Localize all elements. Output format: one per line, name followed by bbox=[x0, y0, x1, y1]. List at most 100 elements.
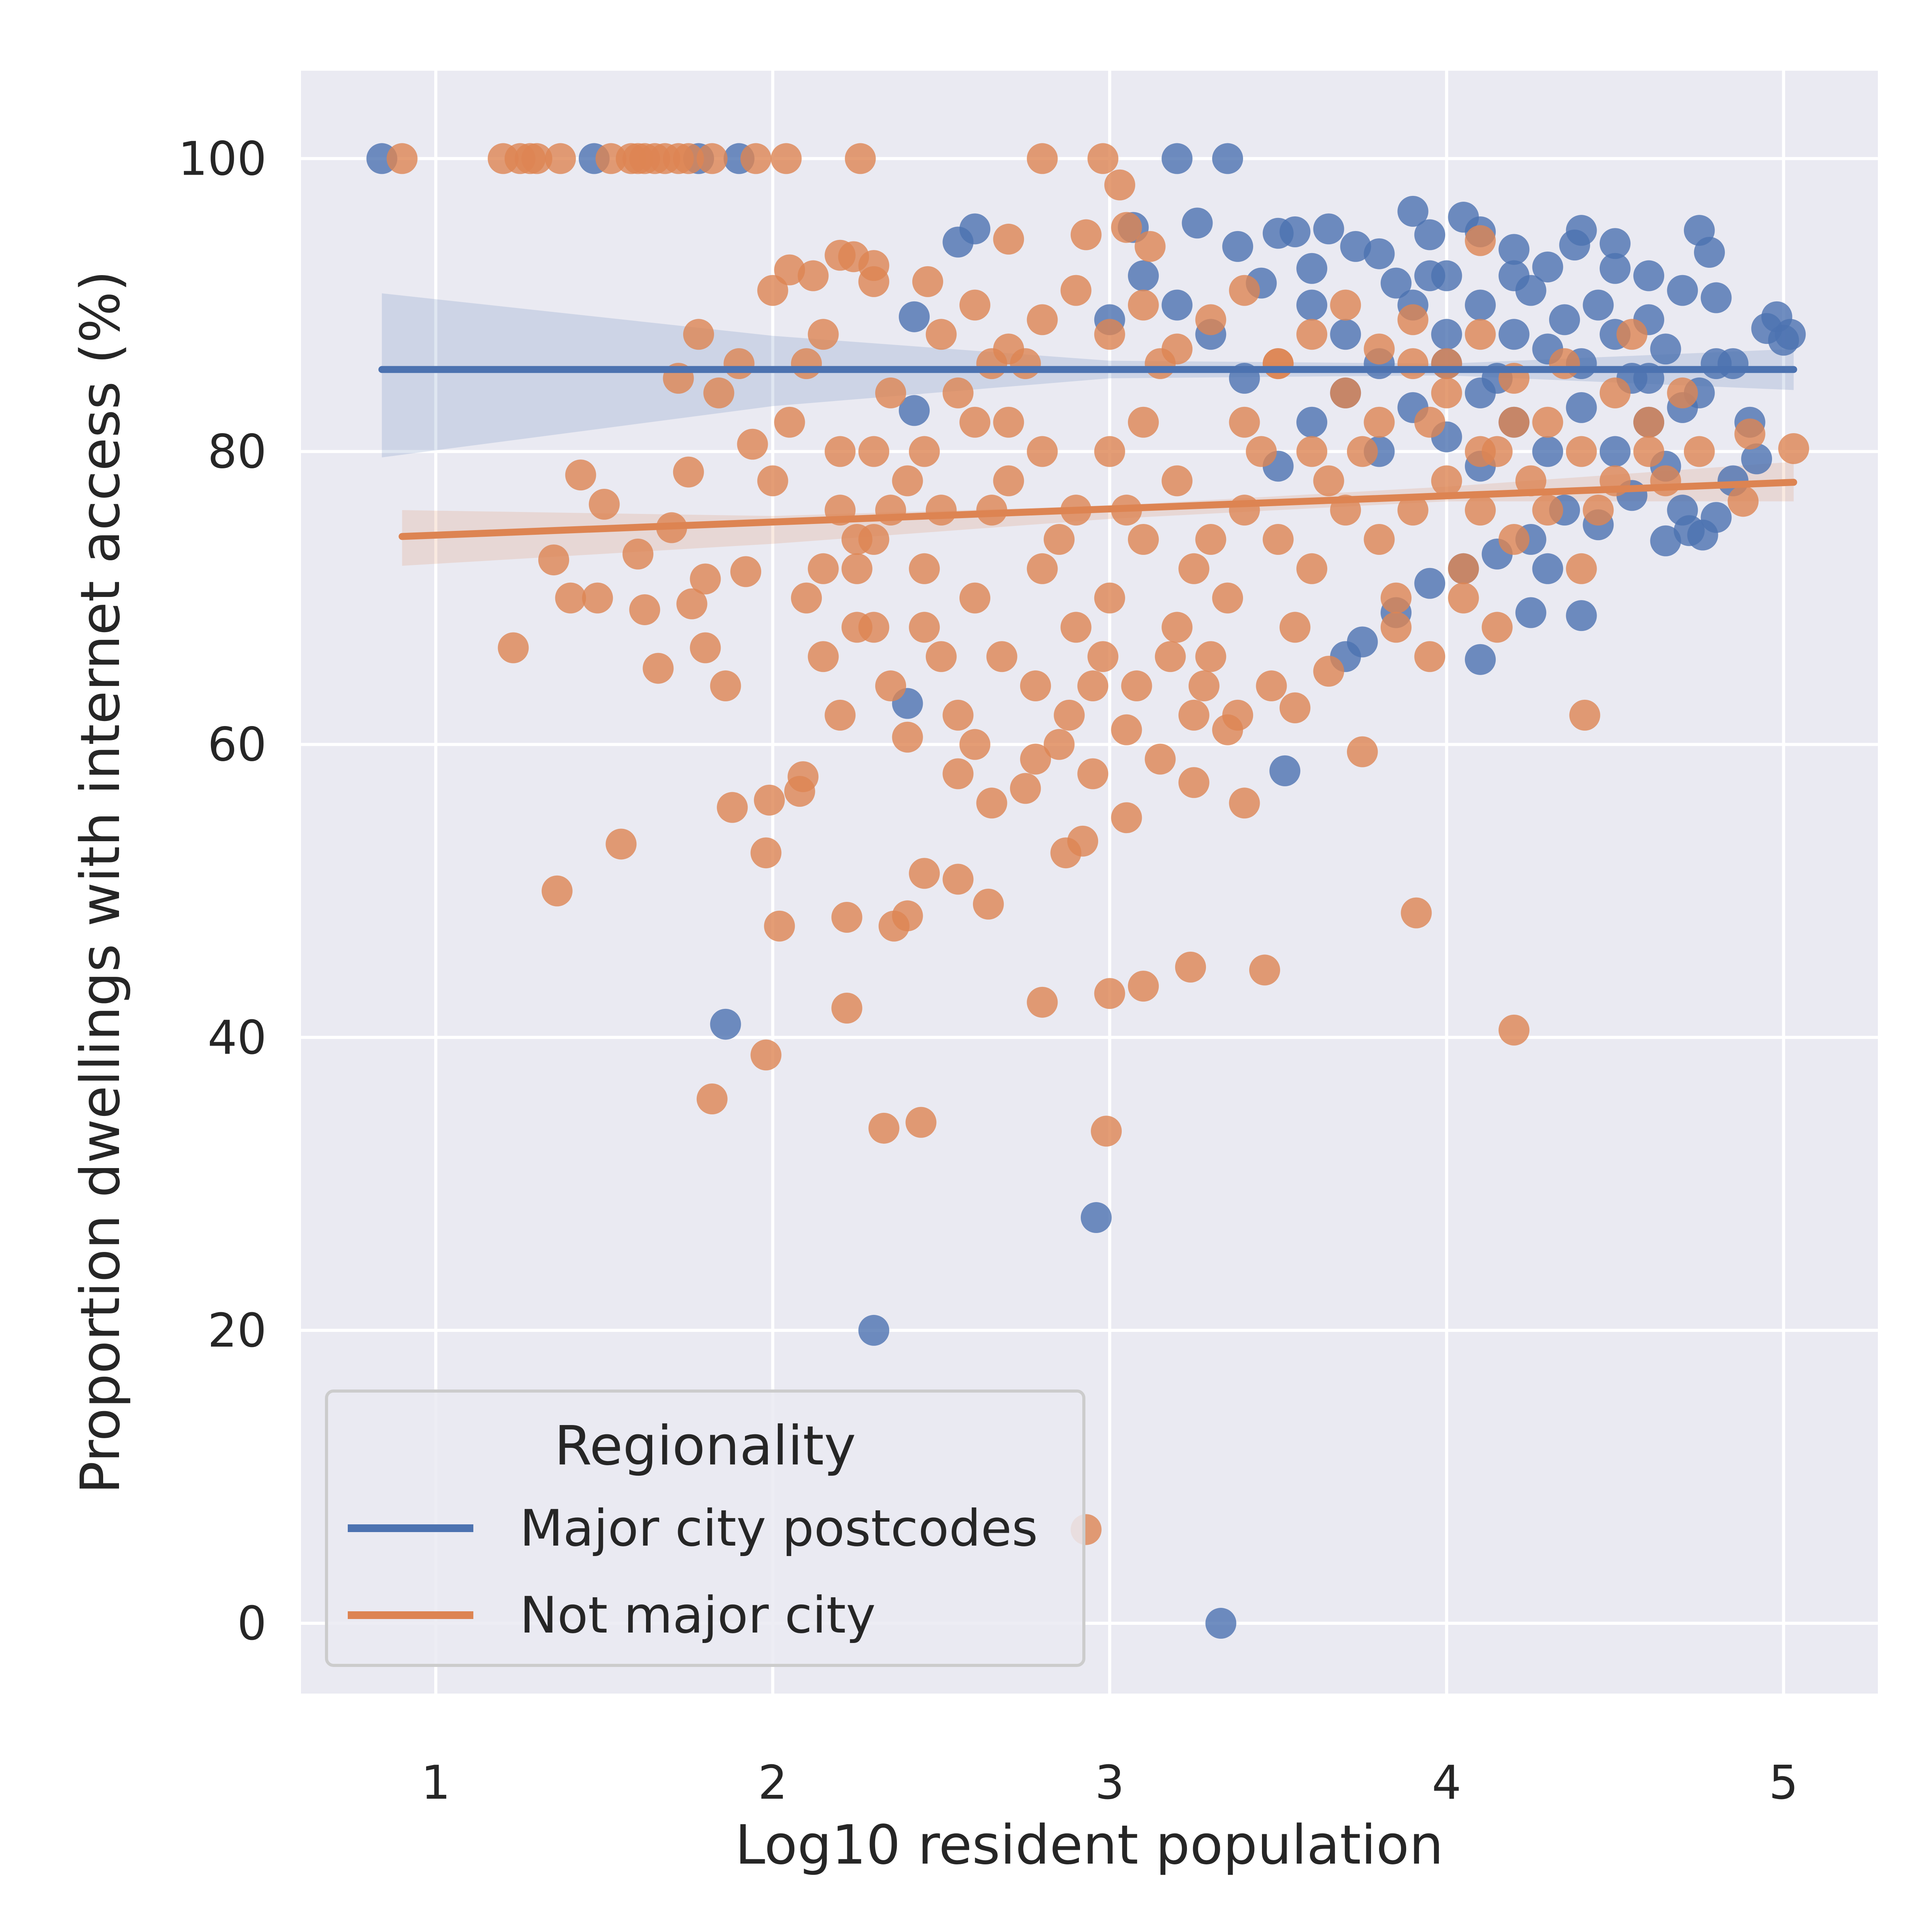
data-point-series-1-69 bbox=[973, 888, 1004, 920]
data-point-series-1-181 bbox=[1077, 758, 1109, 789]
data-point-series-1-144 bbox=[1448, 553, 1479, 584]
data-point-series-1-180 bbox=[1044, 729, 1075, 760]
data-point-series-1-211 bbox=[1313, 656, 1344, 687]
data-point-series-1-85 bbox=[1279, 692, 1311, 723]
data-point-series-1-215 bbox=[1481, 612, 1513, 643]
data-point-series-1-84 bbox=[1728, 486, 1759, 517]
data-point-series-1-75 bbox=[1175, 951, 1206, 983]
data-point-series-1-27 bbox=[757, 275, 788, 306]
data-point-series-1-47 bbox=[673, 456, 704, 488]
data-point-series-0-23 bbox=[1566, 215, 1597, 246]
data-point-series-0-52 bbox=[858, 1315, 889, 1346]
data-point-series-1-129 bbox=[1195, 641, 1226, 672]
data-point-series-1-212 bbox=[1381, 612, 1412, 643]
data-point-series-0-55 bbox=[1296, 289, 1328, 321]
data-point-series-0-47 bbox=[1269, 755, 1301, 786]
data-point-series-1-137 bbox=[1330, 377, 1361, 408]
data-point-series-1-229 bbox=[942, 377, 974, 408]
data-point-series-1-57 bbox=[764, 910, 795, 942]
data-point-series-1-142 bbox=[1414, 406, 1446, 438]
data-point-series-1-134 bbox=[1279, 612, 1311, 643]
y-tick-label-40: 40 bbox=[207, 1011, 267, 1065]
legend: Regionality Major city postcodes Not maj… bbox=[325, 1389, 1085, 1667]
data-point-series-1-133 bbox=[1262, 524, 1294, 555]
data-point-series-1-97 bbox=[774, 406, 805, 438]
data-point-series-1-60 bbox=[787, 761, 819, 793]
data-point-series-0-16 bbox=[1397, 196, 1429, 227]
data-point-series-0-104 bbox=[1498, 260, 1530, 291]
data-point-series-1-55 bbox=[750, 837, 782, 869]
data-point-series-1-95 bbox=[737, 429, 768, 460]
data-point-series-1-91 bbox=[959, 729, 991, 760]
data-point-series-1-174 bbox=[1431, 348, 1462, 379]
data-point-series-0-72 bbox=[1650, 333, 1681, 365]
data-point-series-1-51 bbox=[696, 1083, 728, 1115]
data-point-series-1-103 bbox=[875, 670, 906, 702]
data-point-series-1-13 bbox=[673, 143, 704, 174]
data-point-series-1-105 bbox=[791, 582, 822, 614]
data-point-series-0-63 bbox=[1498, 319, 1530, 350]
data-point-series-1-203 bbox=[1397, 348, 1429, 379]
data-point-series-1-117 bbox=[993, 406, 1024, 438]
data-point-series-1-86 bbox=[1347, 736, 1378, 767]
data-point-series-0-66 bbox=[1549, 304, 1580, 335]
x-tick-label-5: 5 bbox=[1769, 1756, 1798, 1810]
regression-lines bbox=[378, 366, 1797, 540]
x-tick-label-1: 1 bbox=[421, 1756, 451, 1810]
data-point-series-1-35 bbox=[538, 544, 570, 576]
data-point-series-1-115 bbox=[959, 582, 991, 614]
data-point-series-1-24 bbox=[993, 223, 1024, 255]
legend-box bbox=[325, 1389, 1085, 1667]
data-point-series-0-27 bbox=[1694, 237, 1725, 268]
data-point-series-1-228 bbox=[909, 436, 940, 467]
data-point-series-0-91 bbox=[1128, 260, 1159, 291]
data-point-series-1-148 bbox=[1515, 465, 1546, 497]
data-point-series-1-33 bbox=[1465, 225, 1496, 256]
data-point-series-1-63 bbox=[868, 1112, 900, 1144]
data-point-series-1-121 bbox=[1060, 612, 1092, 643]
data-point-series-1-127 bbox=[1162, 465, 1193, 497]
data-point-series-1-99 bbox=[808, 319, 839, 350]
data-point-series-1-200 bbox=[1296, 436, 1328, 467]
data-point-series-0-38 bbox=[1650, 525, 1681, 556]
data-point-series-1-131 bbox=[1229, 495, 1260, 526]
data-point-series-1-164 bbox=[1094, 319, 1125, 350]
data-point-series-0-17 bbox=[1414, 219, 1446, 250]
data-point-series-1-82 bbox=[1778, 433, 1809, 464]
data-point-series-1-202 bbox=[1364, 406, 1395, 438]
data-point-series-0-33 bbox=[1775, 319, 1806, 350]
data-point-series-1-177 bbox=[942, 758, 974, 789]
data-point-series-1-113 bbox=[925, 641, 957, 672]
data-point-series-1-22 bbox=[1111, 212, 1142, 243]
data-point-series-1-225 bbox=[808, 553, 839, 584]
data-point-series-1-18 bbox=[1027, 143, 1058, 174]
data-point-series-1-132 bbox=[1246, 436, 1277, 467]
data-point-series-1-221 bbox=[1155, 641, 1186, 672]
data-point-series-1-153 bbox=[1599, 377, 1631, 408]
y-tick-label-100: 100 bbox=[178, 132, 267, 186]
data-point-series-1-184 bbox=[1178, 699, 1209, 731]
data-point-series-0-12 bbox=[1279, 216, 1311, 247]
data-point-series-1-219 bbox=[1087, 641, 1119, 672]
data-point-series-1-72 bbox=[1067, 825, 1099, 857]
data-point-series-1-220 bbox=[1121, 670, 1152, 702]
data-point-series-1-160 bbox=[959, 289, 991, 321]
confidence-band-series-0 bbox=[382, 293, 1794, 457]
data-point-series-1-106 bbox=[808, 641, 839, 672]
y-tick-label-20: 20 bbox=[207, 1304, 267, 1358]
data-point-series-1-175 bbox=[1465, 319, 1496, 350]
data-point-series-1-168 bbox=[1229, 275, 1260, 306]
data-point-series-1-178 bbox=[976, 787, 1007, 819]
data-point-series-1-76 bbox=[1249, 954, 1280, 986]
y-tick-labels: 0 20 40 60 80 100 bbox=[178, 132, 267, 1651]
data-point-series-0-100 bbox=[1414, 568, 1446, 599]
data-point-series-1-136 bbox=[1313, 465, 1344, 497]
data-point-series-0-68 bbox=[1583, 289, 1614, 321]
data-point-series-1-167 bbox=[1195, 304, 1226, 335]
data-point-series-1-191 bbox=[993, 465, 1024, 497]
data-point-series-1-141 bbox=[1397, 495, 1429, 526]
data-point-series-1-56 bbox=[754, 784, 785, 816]
data-point-series-1-150 bbox=[1549, 348, 1580, 379]
data-point-series-1-80 bbox=[1498, 1014, 1530, 1046]
data-point-series-1-147 bbox=[1498, 524, 1530, 555]
